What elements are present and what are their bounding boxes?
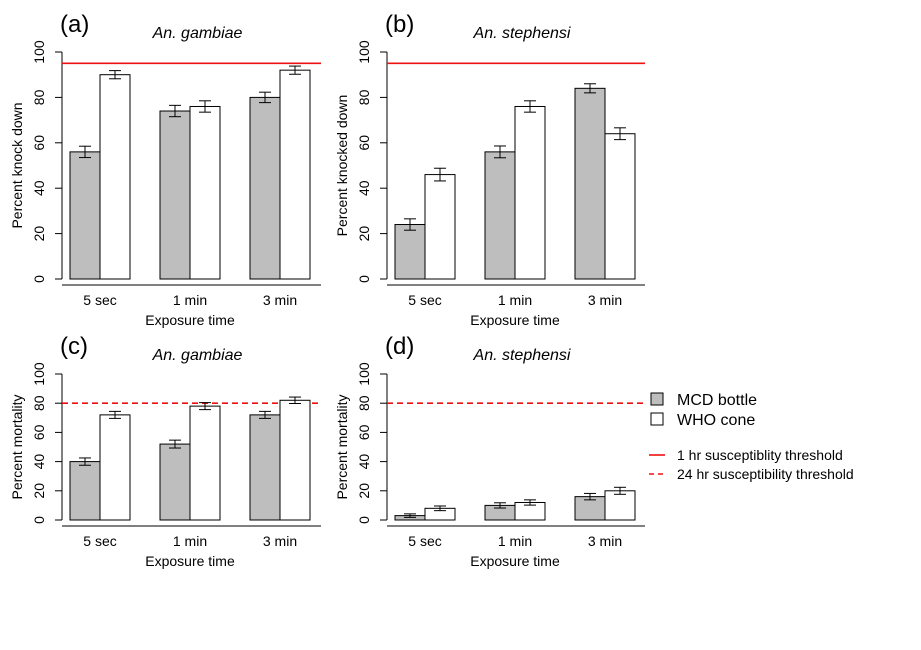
- x-tick-label: 3 min: [263, 533, 297, 549]
- bar-who: [189, 105, 221, 280]
- panel-2: 0 20 40 60 80 100 Percent knocked down 5 sec 1 m…: [334, 11, 645, 328]
- y-tick-label: 100: [356, 362, 372, 386]
- panel-title: An. stephensi: [473, 25, 571, 42]
- panel-label: (a): [60, 11, 89, 38]
- y-tick-label: 100: [356, 40, 372, 64]
- bar-who: [604, 490, 636, 521]
- y-tick-label: 40: [31, 454, 47, 470]
- y-tick-label: 100: [31, 362, 47, 386]
- y-tick-label: 60: [31, 424, 47, 440]
- bar-mcd: [69, 461, 101, 521]
- bar-who: [99, 74, 131, 280]
- x-tick-label: 5 sec: [408, 292, 441, 308]
- y-tick-label: 60: [31, 135, 47, 151]
- y-tick-label: 60: [356, 135, 372, 151]
- y-tick-label: 0: [356, 516, 372, 524]
- x-tick-label: 3 min: [588, 533, 622, 549]
- x-tick-label: 1 min: [498, 292, 532, 308]
- bar-who: [514, 105, 546, 280]
- legend-label-mcd: MCD bottle: [677, 392, 757, 409]
- bar-mcd: [69, 151, 101, 280]
- x-tick-label: 5 sec: [408, 533, 441, 549]
- y-tick-label: 20: [356, 483, 372, 499]
- panel-title: An. gambiae: [152, 25, 243, 42]
- x-axis-label: Exposure time: [145, 312, 235, 328]
- y-tick-label: 20: [31, 483, 47, 499]
- y-tick-label: 100: [31, 40, 47, 64]
- y-axis-label: Percent knocked down: [334, 95, 350, 237]
- y-axis-label: Percent mortality: [334, 394, 350, 499]
- legend-label-1hr: 1 hr susceptiblity threshold: [677, 447, 843, 463]
- y-tick-label: 80: [31, 89, 47, 105]
- legend: MCD bottle WHO cone 1 hr susceptiblity t…: [649, 392, 854, 482]
- bar-who: [99, 414, 131, 521]
- legend-swatch-mcd: [650, 392, 664, 406]
- bar-who: [279, 399, 311, 521]
- panel-4: 0 20 40 60 80 100 Percent mortality 5 sec 1 min 3…: [334, 333, 645, 569]
- y-tick-label: 60: [356, 424, 372, 440]
- bar-mcd: [249, 414, 281, 521]
- panel-label: (d): [385, 333, 414, 360]
- legend-swatch-who: [650, 412, 664, 426]
- y-tick-label: 80: [356, 395, 372, 411]
- bar-mcd: [484, 151, 516, 280]
- y-tick-label: 80: [356, 89, 372, 105]
- x-tick-label: 1 min: [498, 533, 532, 549]
- x-axis-label: Exposure time: [470, 553, 560, 569]
- bar-mcd: [159, 110, 191, 280]
- panel-title: An. stephensi: [473, 347, 571, 364]
- y-tick-label: 0: [31, 275, 47, 283]
- y-axis-label: Percent mortality: [9, 394, 25, 499]
- y-tick-label: 40: [356, 454, 372, 470]
- bar-mcd: [394, 224, 426, 280]
- x-axis-label: Exposure time: [470, 312, 560, 328]
- y-tick-label: 20: [31, 226, 47, 242]
- y-tick-label: 40: [31, 180, 47, 196]
- y-tick-label: 0: [31, 516, 47, 524]
- bar-who: [604, 133, 636, 280]
- bar-mcd: [159, 443, 191, 521]
- y-tick-label: 20: [356, 226, 372, 242]
- x-tick-label: 1 min: [173, 533, 207, 549]
- y-tick-label: 80: [31, 395, 47, 411]
- legend-label-24hr: 24 hr susceptibility threshold: [677, 466, 854, 482]
- panel-title: An. gambiae: [152, 347, 243, 364]
- x-tick-label: 5 sec: [83, 292, 116, 308]
- bar-who: [424, 174, 456, 280]
- panel-3: 0 20 40 60 80 100 Percent mortality 5 sec 1 min 3…: [9, 333, 321, 569]
- bar-who: [279, 69, 311, 280]
- y-tick-label: 40: [356, 180, 372, 196]
- x-tick-label: 3 min: [588, 292, 622, 308]
- legend-label-who: WHO cone: [677, 412, 755, 429]
- panel-label: (b): [385, 11, 414, 38]
- panel-1: 0 20 40 60 80 100 Percent knock down 5 sec 1 min…: [9, 11, 321, 328]
- x-axis-label: Exposure time: [145, 553, 235, 569]
- y-axis-label: Percent knock down: [9, 102, 25, 228]
- bar-mcd: [574, 87, 606, 280]
- chart-panels: 0 20 40 60 80 100 Percent knock down 5 sec 1 min…: [9, 11, 645, 569]
- x-tick-label: 5 sec: [83, 533, 116, 549]
- bar-who: [189, 405, 221, 521]
- panel-label: (c): [60, 333, 88, 360]
- bar-mcd: [249, 96, 281, 280]
- y-tick-label: 0: [356, 275, 372, 283]
- x-tick-label: 3 min: [263, 292, 297, 308]
- x-tick-label: 1 min: [173, 292, 207, 308]
